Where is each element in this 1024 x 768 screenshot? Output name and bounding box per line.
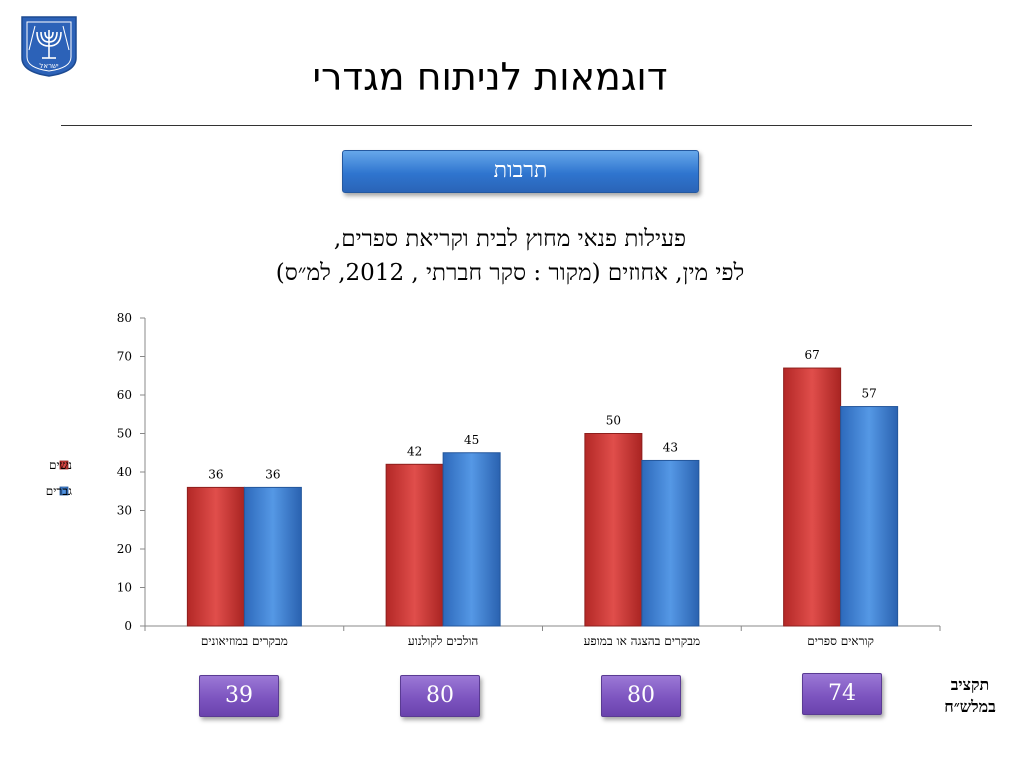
- budget-box-books: 74: [802, 673, 882, 715]
- legend-swatch-men: [59, 486, 69, 496]
- data-label-women: 36: [208, 467, 223, 481]
- data-label-women: 67: [804, 348, 819, 362]
- legend-label-women: נשים: [49, 458, 72, 472]
- topic-button-culture[interactable]: תרבות: [342, 150, 699, 193]
- bar-women: [385, 463, 444, 627]
- bar-men: [243, 486, 302, 627]
- state-emblem: ישראל: [21, 16, 77, 77]
- bar-women: [584, 433, 643, 627]
- bar-men: [840, 406, 899, 627]
- y-tick-label: 40: [117, 465, 132, 479]
- chart-subtitle-line-2: לפי מין, אחוזים (מקור : סקר חברתי , 2012…: [275, 260, 745, 286]
- category-label: מבקרים בהצגה או במופע: [584, 634, 700, 648]
- y-tick-label: 20: [117, 542, 132, 556]
- bar-women: [783, 367, 842, 627]
- y-tick-label: 60: [117, 388, 132, 402]
- bar-men: [442, 452, 501, 627]
- category-label: מבקרים במוזיאונים: [201, 634, 288, 648]
- bar-men: [641, 459, 700, 627]
- y-tick-label: 50: [117, 427, 132, 441]
- menorah-icon: [36, 30, 62, 59]
- budget-box-shows: 80: [601, 675, 681, 717]
- y-tick-label: 0: [124, 619, 132, 633]
- budget-label-line-2: במלש״ח: [944, 697, 996, 716]
- budget-box-museums: 39: [199, 675, 279, 717]
- y-tick-label: 70: [117, 350, 132, 364]
- chart-subtitle-line-1: פעילות פנאי מחוץ לבית וקריאת ספרים,: [333, 226, 687, 252]
- data-label-men: 36: [265, 467, 280, 481]
- data-label-men: 45: [464, 433, 479, 447]
- budget-label-line-1: תקציב: [950, 675, 990, 694]
- bar-women: [186, 486, 245, 627]
- data-label-men: 57: [861, 387, 876, 401]
- category-label: הולכים לקולנוע: [408, 634, 478, 648]
- title-divider: [61, 125, 972, 126]
- legend-label-men: גברים: [46, 484, 72, 498]
- legend-swatch-women: [59, 460, 69, 470]
- budget-box-cinema: 80: [400, 675, 480, 717]
- olive-branch-icon: [28, 25, 36, 51]
- category-label: קוראים ספרים: [807, 634, 874, 648]
- data-label-women: 42: [407, 444, 422, 458]
- y-tick-label: 10: [117, 581, 132, 595]
- budget-label: תקציב במלש״ח: [920, 674, 1020, 718]
- data-label-men: 43: [663, 440, 678, 454]
- y-tick-label: 80: [117, 311, 132, 325]
- svg-text:ישראל: ישראל: [39, 62, 59, 70]
- data-label-women: 50: [606, 414, 621, 428]
- page-title: דוגמאות לניתוח מגדרי: [312, 55, 668, 99]
- y-tick-label: 30: [117, 504, 132, 518]
